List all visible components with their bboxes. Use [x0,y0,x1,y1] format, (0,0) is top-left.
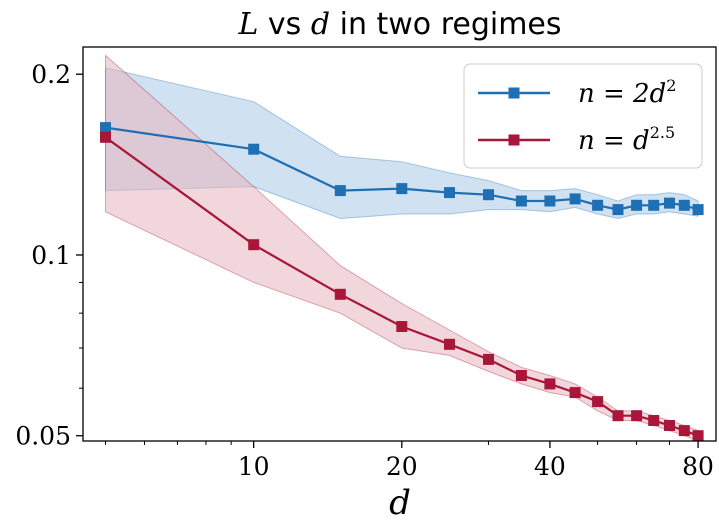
data-point-series-2 [544,378,556,390]
data-point-series-2 [483,353,494,365]
x-tick-label: 20 [386,452,418,481]
data-point-series-1 [483,189,494,201]
data-point-series-2 [592,396,604,408]
x-tick-label: 10 [238,452,270,481]
legend-label-series-2: n = d2.5 [578,123,675,156]
title-mid: vs [258,7,310,42]
y-tick-label: 0.1 [31,241,71,270]
data-point-series-2 [444,338,455,350]
y-tick-label: 0.05 [15,422,71,451]
legend-label-series-2-base: n = d [578,126,650,156]
data-point-series-2 [515,370,527,381]
plot-area [100,54,704,442]
data-point-series-1 [612,204,624,216]
x-tick-label: 40 [534,452,566,481]
legend-label-series-1: n = 2d2 [578,76,676,109]
x-tick-label: 80 [682,452,714,481]
data-point-series-1 [248,143,260,155]
data-point-series-1 [544,195,556,207]
data-point-series-1 [678,199,690,211]
data-point-series-1 [396,183,408,195]
data-point-series-2 [612,410,624,422]
y-tick-label: 0.2 [31,60,71,89]
axis-ticks: 10 20 40 80 0.05 0.1 0.2 [15,60,714,481]
data-point-series-1 [648,199,660,211]
title-var-l: L [237,7,258,42]
chart-title: L vs d in two regimes [237,7,561,42]
data-point-series-1 [100,122,111,134]
legend-marker-series-2 [508,134,520,146]
data-point-series-1 [444,187,455,199]
data-point-series-1 [515,195,527,207]
data-point-series-2 [334,288,346,300]
x-axis-label: d [389,483,411,523]
data-point-series-1 [664,197,675,209]
data-point-series-1 [692,204,704,216]
legend: n = 2d2 n = d2.5 [463,63,703,169]
axes-frame [82,46,717,442]
data-point-series-2 [396,321,408,332]
series-line-2 [104,136,699,437]
legend-box [463,63,703,169]
data-point-series-2 [569,387,581,399]
data-point-series-2 [631,410,643,422]
data-point-series-2 [664,420,675,431]
confidence-band-series-1 [105,67,699,220]
data-point-series-2 [100,131,111,143]
data-point-series-1 [631,199,643,211]
data-point-series-1 [592,199,604,211]
title-var-d: d [311,7,330,42]
data-point-series-1 [569,193,581,205]
data-point-series-2 [678,425,690,437]
data-point-series-2 [248,239,260,251]
data-point-series-2 [648,415,660,426]
legend-label-series-1-base: n = 2d [578,79,666,109]
legend-marker-series-1 [508,87,520,99]
legend-label-series-1-sup: 2 [666,76,676,95]
series-line-1 [105,126,699,211]
data-point-series-1 [334,185,346,197]
data-point-series-2 [692,430,704,442]
legend-label-series-2-sup: 2.5 [650,123,675,142]
title-rest: in two regimes [330,7,561,42]
